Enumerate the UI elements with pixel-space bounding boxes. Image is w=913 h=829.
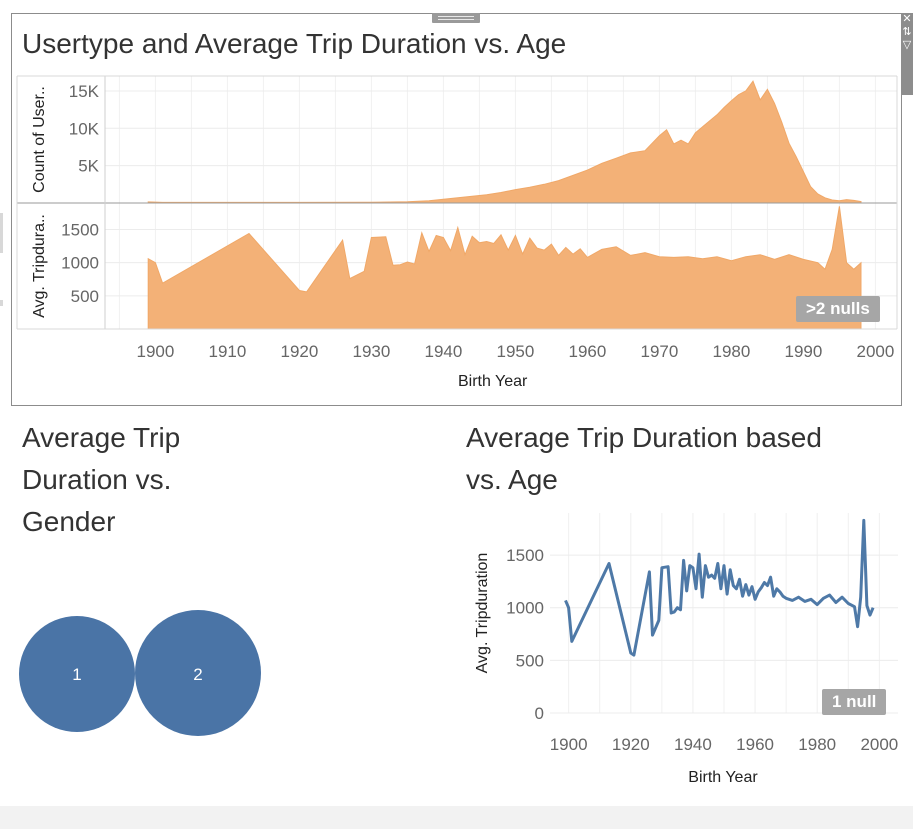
area-series (147, 80, 862, 204)
top-chart-panel[interactable] (11, 13, 902, 406)
line-title-line: vs. Age (466, 464, 558, 495)
x-tick-label: 1980 (712, 342, 750, 361)
y-tick-label: 1500 (506, 546, 544, 565)
x-tick-label: 1960 (736, 735, 774, 754)
bubble-label-1: 1 (72, 665, 81, 684)
close-icon[interactable]: ✕ (902, 13, 912, 25)
gender-title-line: Duration vs. (22, 464, 172, 495)
x-tick-label: 2000 (856, 342, 894, 361)
footer-strip (0, 806, 913, 829)
area-series (147, 206, 862, 330)
x-tick-label: 1930 (352, 342, 390, 361)
y-tick-label: 5K (78, 157, 99, 176)
line-title-line: Average Trip Duration based (466, 422, 822, 453)
line-series (564, 518, 875, 657)
top-area-chart: 5K 10K 15K Count of User.. 500 1000 1500 Avg. T… (16, 75, 898, 361)
x-tick-label: 1950 (496, 342, 534, 361)
chart-toolbar[interactable]: ✕ ⇅ ▽ (901, 13, 913, 95)
x-tick-label: 1980 (798, 735, 836, 754)
y-tick-label: 0 (535, 704, 544, 723)
line-chart: 0 500 1000 1500 1900 1920 1940 1960 1980 2000 Avg.… (474, 513, 898, 786)
x-tick-label: 1920 (612, 735, 650, 754)
x-tick-label: 2000 (860, 735, 898, 754)
top-chart-title: Usertype and Average Trip Duration vs. A… (22, 28, 567, 59)
y-tick-label: 1000 (61, 254, 99, 273)
y-axis-title: Avg. Tripduration (474, 553, 491, 674)
line-chart-title: Average Trip Duration based vs. Age (466, 417, 822, 501)
gender-title-line: Gender (22, 506, 116, 537)
bubble-label-2: 2 (193, 665, 202, 684)
y-tick-label: 15K (69, 82, 100, 101)
x-tick-label: 1940 (424, 342, 462, 361)
gender-title-line: Average Trip (22, 422, 181, 453)
left-edge-mark (0, 213, 3, 253)
y-tick-label: 1000 (506, 599, 544, 618)
x-axis-title: Birth Year (688, 769, 758, 786)
x-tick-label: 1900 (550, 735, 588, 754)
x-tick-label: 1910 (208, 342, 246, 361)
top-null-badge[interactable]: >2 nulls (796, 296, 880, 322)
y-axis-title: Avg. Tripdura.. (31, 214, 48, 318)
x-tick-label: 1920 (280, 342, 318, 361)
sort-icon[interactable]: ⇅ (902, 26, 912, 38)
x-tick-label: 1940 (674, 735, 712, 754)
x-tick-label: 1990 (784, 342, 822, 361)
gender-chart-title: Average Trip Duration vs. Gender (22, 417, 180, 543)
top-x-axis-title: Birth Year (458, 373, 528, 390)
bubble-gender-2[interactable] (135, 610, 261, 736)
y-axis-title: Count of User.. (31, 86, 48, 193)
x-tick-label: 1900 (136, 342, 174, 361)
left-edge-mark (0, 300, 3, 306)
y-tick-label: 500 (516, 651, 544, 670)
filter-icon[interactable]: ▽ (902, 39, 912, 51)
line-null-badge[interactable]: 1 null (822, 689, 887, 715)
x-tick-label: 1970 (640, 342, 678, 361)
drag-handle[interactable] (432, 13, 480, 23)
x-tick-label: 1960 (568, 342, 606, 361)
y-tick-label: 1500 (61, 221, 99, 240)
y-tick-label: 10K (69, 119, 100, 138)
y-tick-label: 500 (71, 287, 99, 306)
gender-bubble-chart: 1 2 (19, 610, 261, 736)
bubble-gender-1[interactable] (19, 616, 135, 732)
